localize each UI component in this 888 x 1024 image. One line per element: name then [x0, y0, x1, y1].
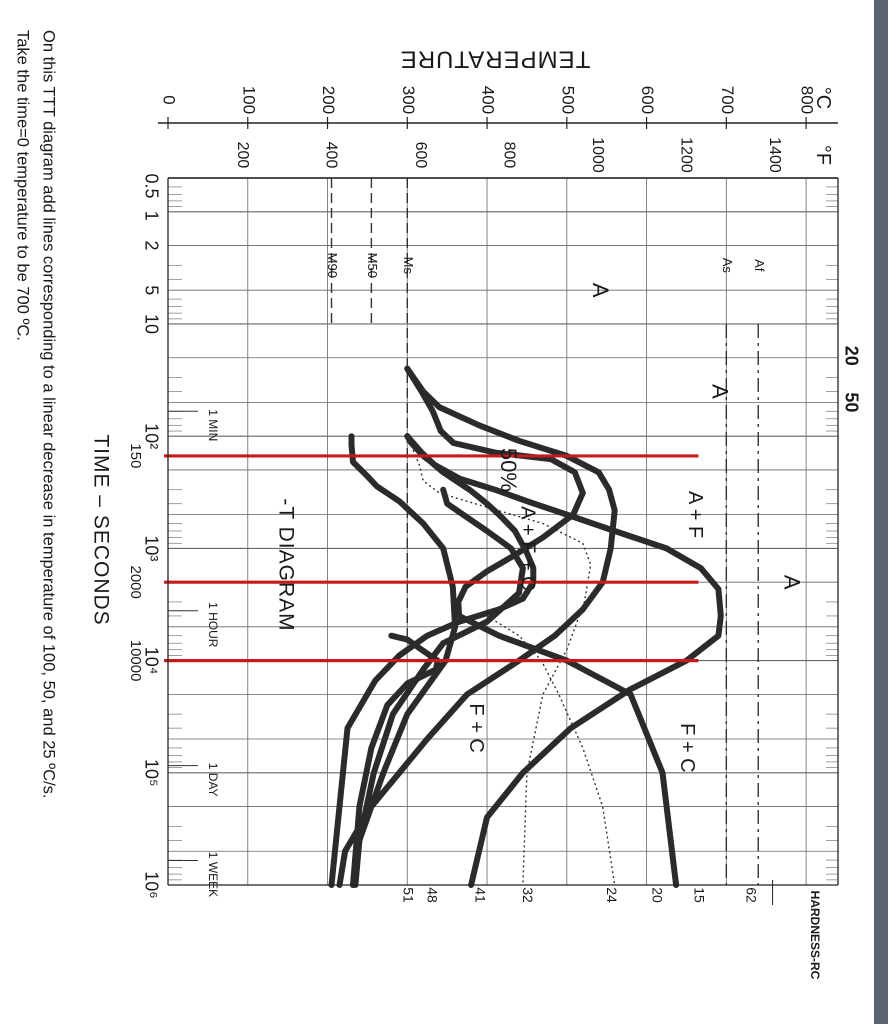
region-label: F + C [676, 723, 698, 772]
time-mark-label: 1 WEEK [206, 852, 220, 897]
red-cooling-lines [164, 454, 699, 663]
fifty-percent-curve-1 [406, 435, 592, 886]
celsius-unit-label: °C [812, 87, 834, 109]
celsius-tick-label: 600 [638, 86, 657, 114]
time-tick-label: 2 [141, 241, 161, 251]
celsius-tick-label: 700 [718, 86, 737, 114]
reference-label-m90: M90 [325, 253, 340, 278]
transformation-curve-6 [352, 486, 526, 888]
red-time-label: 150 [127, 443, 144, 468]
transformation-curve-7 [350, 632, 441, 888]
hardness-label: 41 [472, 887, 488, 903]
time-mark-label: 1 DAY [206, 763, 220, 797]
diagram-title: -T DIAGRAM [274, 498, 297, 631]
region-label: A + F [684, 491, 706, 538]
region-label: A [708, 384, 733, 399]
time-tick-label: 10 [141, 314, 161, 334]
region-label: F + C [465, 703, 487, 752]
fahrenheit-tick-label: 400 [322, 142, 339, 169]
time-tick-label: 10⁴ [141, 647, 161, 675]
time-mark-label: 1 MIN [206, 409, 220, 441]
question-line-2: Take the time=0 temperature to be 700 ºC… [14, 30, 32, 341]
celsius-tick-label: 100 [239, 86, 258, 114]
fifty-percent-curves [406, 435, 616, 886]
question-line-1: On this TTT diagram add lines correspond… [40, 30, 58, 799]
window-scrollbar[interactable] [874, 0, 888, 1024]
reference-label-as: As [720, 258, 735, 274]
hardness-label: 51 [401, 887, 417, 903]
fahrenheit-unit-label: °F [812, 145, 834, 165]
fahrenheit-tick-label: 600 [412, 142, 429, 169]
hardness-title: HARDNESS-RC [808, 891, 822, 980]
hardness-label: 62 [744, 887, 760, 903]
transformation-curves [328, 365, 724, 888]
grid [167, 177, 838, 886]
hardness-label: 15 [692, 887, 708, 903]
red-time-label: 2000 [127, 565, 144, 598]
time-tick-label: 10² [141, 423, 161, 449]
time-axis-title: TIME – SECONDS [89, 434, 112, 625]
region-label: A [779, 575, 804, 590]
fahrenheit-tick-label: 1400 [766, 137, 783, 173]
celsius-tick-label: 300 [399, 86, 418, 114]
time-tick-label-top: 20 [841, 346, 861, 366]
fahrenheit-tick-label: 1200 [677, 137, 694, 173]
reference-label-m50: M50 [365, 253, 380, 278]
fahrenheit-tick-label: 800 [500, 142, 517, 169]
fahrenheit-tick-label: 200 [234, 142, 251, 169]
reference-lines [330, 178, 759, 885]
hardness-label: 20 [649, 887, 665, 903]
reference-label-af: Af [752, 259, 767, 272]
transformation-curve-1 [336, 365, 618, 888]
transformation-curve-5 [348, 433, 459, 888]
transformation-curve-2 [404, 365, 680, 888]
celsius-tick-label: 500 [558, 86, 577, 114]
hardness-label: 32 [520, 887, 536, 903]
time-mark-label: 1 HOUR [206, 602, 220, 648]
time-tick-label: 1 [141, 211, 161, 221]
time-tick-label: 10⁶ [141, 871, 161, 898]
time-tick-label: 10⁵ [141, 759, 161, 786]
axes [158, 117, 839, 886]
region-label: A [588, 283, 613, 298]
celsius-tick-label: 400 [479, 86, 498, 114]
time-tick-label: 5 [141, 285, 161, 295]
reference-label-ms: Ms [401, 257, 416, 275]
region-label: 50% [496, 448, 521, 492]
time-tick-label: 0.5 [141, 173, 161, 198]
fahrenheit-tick-label: 1000 [589, 137, 606, 173]
red-time-label: 10000 [127, 640, 144, 682]
time-tick-label-top: 50 [841, 392, 861, 412]
temperature-axis-title: TEMPERATURE [400, 46, 591, 73]
transformation-curve-4 [404, 433, 724, 888]
celsius-tick-label: 800 [798, 86, 817, 114]
time-tick-label: 10³ [141, 535, 161, 561]
celsius-tick-label: 200 [319, 86, 338, 114]
celsius-tick-label: 0 [160, 95, 179, 104]
region-label: A + F + C [517, 506, 539, 590]
hardness-label: 24 [604, 887, 620, 903]
hardness-label: 48 [425, 887, 441, 903]
